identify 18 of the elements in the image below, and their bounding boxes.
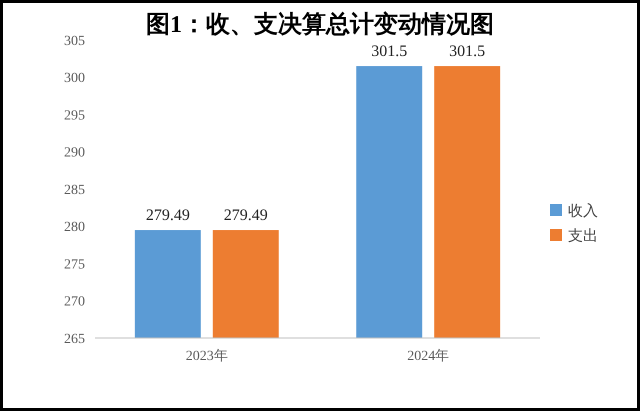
- chart-title: 图1：收、支决算总计变动情况图: [146, 11, 494, 38]
- y-tick-label: 265: [64, 332, 85, 347]
- data-label: 301.5: [371, 43, 408, 60]
- y-tick-label: 295: [64, 108, 85, 124]
- data-label: 279.49: [146, 207, 190, 224]
- y-tick-label: 290: [64, 146, 85, 161]
- y-tick-label: 270: [64, 294, 85, 310]
- x-tick-label: 2024年: [407, 348, 450, 364]
- data-label: 301.5: [449, 43, 486, 60]
- legend-label: 支出: [568, 227, 598, 244]
- y-tick-label: 280: [64, 220, 85, 236]
- y-tick-label: 300: [64, 71, 85, 86]
- y-tick-label: 275: [64, 257, 85, 272]
- legend-label: 收入: [568, 202, 598, 220]
- y-tick-label: 285: [64, 182, 85, 198]
- data-label: 279.49: [224, 207, 268, 224]
- x-tick-label: 2023年: [186, 348, 228, 364]
- y-tick-label: 305: [64, 34, 85, 49]
